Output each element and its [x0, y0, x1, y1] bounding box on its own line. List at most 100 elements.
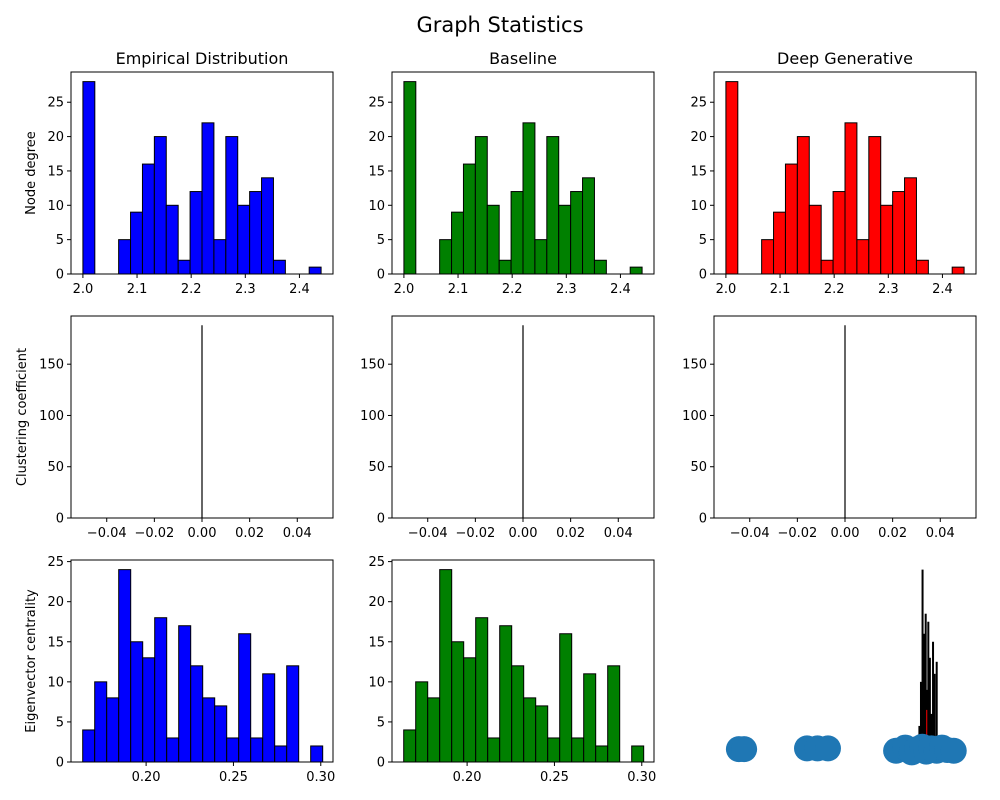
histogram-bar — [308, 266, 322, 275]
histogram-bar — [820, 259, 834, 275]
spike-bar — [923, 633, 926, 762]
y-tick-label: 10 — [690, 199, 707, 214]
histogram-bar — [238, 633, 252, 763]
x-tick-label: 2.1 — [770, 282, 791, 297]
y-tick-label: 25 — [368, 96, 385, 111]
x-tick-label: 0.04 — [604, 526, 633, 541]
histogram-bar — [607, 665, 621, 763]
y-tick-label: 5 — [377, 715, 385, 730]
histogram-bar — [142, 657, 156, 763]
figure-title: Graph Statistics — [416, 13, 583, 37]
scatter-point — [814, 735, 841, 762]
x-tick-label: 2.3 — [556, 282, 577, 297]
axes-frame — [391, 559, 655, 763]
spike-bar — [932, 641, 935, 762]
scatter-point — [940, 737, 967, 764]
histogram-bar — [226, 737, 240, 763]
histogram-bar — [844, 122, 858, 275]
histogram-bar — [892, 191, 906, 275]
y-tick-label: 25 — [47, 96, 64, 111]
y-tick-label: 5 — [377, 233, 385, 248]
y-tick-label: 0 — [377, 268, 385, 283]
histogram-bar — [558, 204, 572, 275]
subplot-title: Baseline — [489, 49, 557, 68]
y-tick-label: 20 — [47, 130, 64, 145]
y-tick-label: 15 — [690, 164, 707, 179]
y-tick-label: 0 — [377, 756, 385, 771]
spike-bar — [935, 661, 938, 762]
histogram-bar — [189, 191, 203, 275]
x-tick-label: −0.04 — [730, 526, 770, 541]
histogram-bar — [808, 204, 822, 275]
x-tick-label: 0.00 — [831, 526, 860, 541]
histogram-bar — [82, 81, 96, 275]
histogram-bar — [546, 136, 560, 275]
subplot-clustering-empirical: −0.04 −0.02 0.00 0.02 0.04 0 50 100 150 Clusterin… — [15, 315, 334, 541]
histogram-bar — [130, 211, 143, 275]
y-tick-label: 25 — [690, 96, 707, 111]
subplot-eigen-empirical: 0.20 0.25 0.30 0 5 10 15 20 25 Eigenvector centra… — [24, 555, 335, 785]
spike-bar — [928, 657, 931, 762]
x-tick-label: 0.30 — [627, 770, 656, 785]
subplot-eigen-generative — [725, 569, 967, 766]
histogram-bar — [486, 204, 500, 275]
histogram-bar — [106, 697, 120, 763]
histogram-bar — [880, 204, 894, 275]
x-tick-label: −0.02 — [134, 526, 174, 541]
y-tick-label: 150 — [39, 358, 64, 373]
x-tick-label: 2.0 — [394, 282, 415, 297]
histogram-bar — [593, 259, 607, 275]
histogram-bar — [510, 191, 524, 275]
x-tick-label: 2.4 — [610, 282, 631, 297]
histogram-bar — [439, 569, 453, 763]
histogram-bar — [237, 204, 251, 275]
x-tick-label: −0.04 — [408, 526, 448, 541]
histogram-bar — [165, 204, 179, 275]
histogram-bar — [178, 625, 192, 763]
subplot-degree-generative: 2.0 2.1 2.2 2.3 2.4 0 5 10 15 20 25 Deep Generative — [690, 49, 977, 297]
axes-frame — [70, 71, 334, 275]
spike-bar — [927, 621, 930, 762]
histogram-bar — [250, 737, 264, 763]
y-tick-label: 15 — [368, 164, 385, 179]
histogram-bar — [761, 239, 775, 275]
y-tick-label: 10 — [368, 675, 385, 690]
x-tick-label: 0.04 — [926, 526, 955, 541]
histogram-bar — [439, 239, 453, 275]
histogram-bar — [249, 191, 263, 275]
subplot-clustering-generative: −0.04 −0.02 0.00 0.02 0.04 0 50 100 150 — [682, 315, 977, 541]
x-tick-label: 2.2 — [181, 282, 202, 297]
histogram-bar — [94, 681, 108, 763]
histogram-bar — [534, 239, 548, 275]
x-tick-label: 2.1 — [127, 282, 148, 297]
y-axis-label: Clustering coefficient — [15, 348, 30, 486]
spike-bar — [924, 613, 927, 762]
x-tick-label: 0.25 — [540, 770, 569, 785]
histogram-bar — [522, 122, 536, 275]
histogram-bar — [570, 191, 584, 275]
x-tick-label: 2.0 — [716, 282, 737, 297]
x-tick-label: 2.2 — [502, 282, 523, 297]
y-tick-label: 15 — [47, 164, 64, 179]
x-tick-label: 2.0 — [73, 282, 94, 297]
histogram-bar — [535, 705, 549, 763]
y-tick-label: 50 — [690, 460, 707, 475]
histogram-bar — [784, 163, 798, 275]
histogram-bar — [868, 136, 882, 275]
histogram-bar — [487, 737, 501, 763]
histogram-bar — [474, 136, 488, 275]
histogram-bar — [595, 745, 609, 763]
y-tick-label: 25 — [368, 555, 385, 570]
x-tick-label: −0.04 — [87, 526, 127, 541]
x-tick-label: 0.02 — [235, 526, 264, 541]
y-axis-label: Eigenvector centrality — [24, 589, 39, 733]
histogram-bar — [403, 729, 417, 763]
spike-bar — [921, 569, 924, 762]
x-tick-label: −0.02 — [455, 526, 495, 541]
y-tick-label: 0 — [699, 512, 707, 527]
histogram-bar — [571, 737, 585, 763]
axes-frame — [391, 71, 655, 275]
histogram-bar — [118, 569, 132, 763]
x-tick-label: 0.00 — [188, 526, 217, 541]
y-tick-label: 15 — [47, 635, 64, 650]
